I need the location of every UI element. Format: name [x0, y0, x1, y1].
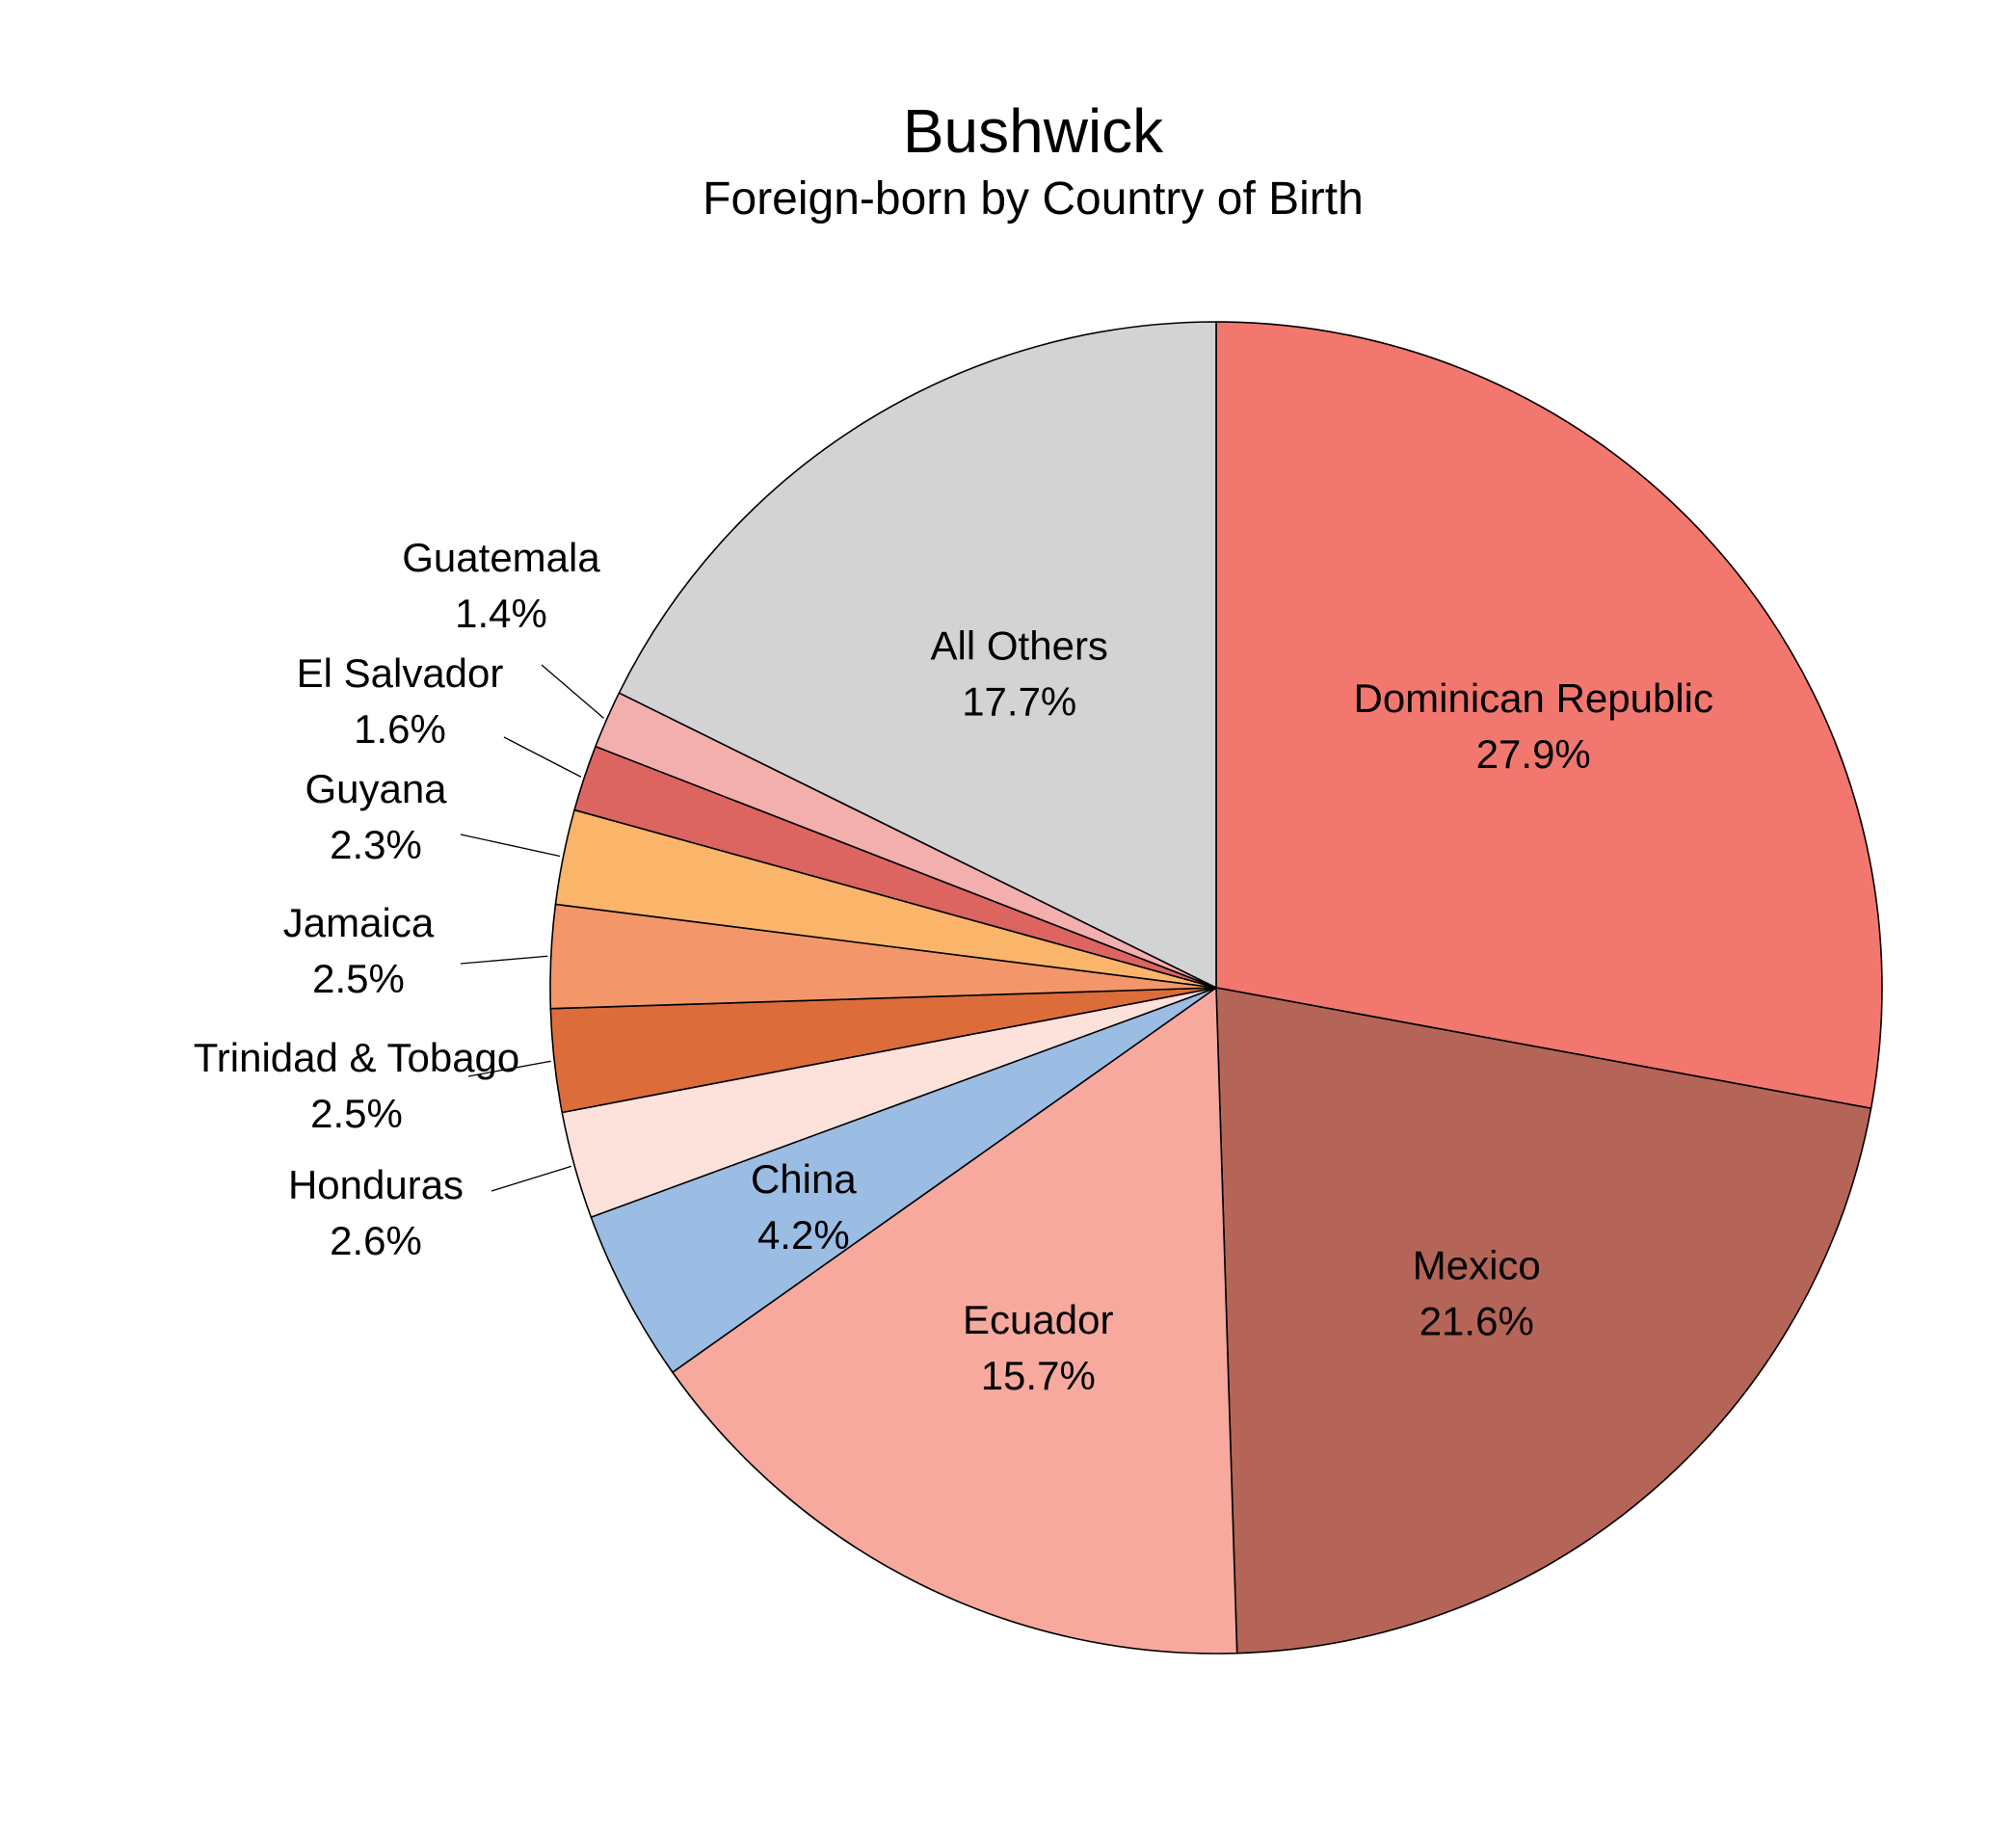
slice-value-label-guyana: 2.3%	[330, 822, 422, 867]
chart-subtitle: Foreign-born by Country of Birth	[703, 173, 1364, 225]
leader-line-guyana	[460, 834, 561, 858]
slice-label-el-salvador: El Salvador	[297, 650, 504, 696]
slice-label-trinidad-and-tobago: Trinidad & Tobago	[194, 1035, 520, 1080]
slice-label-mexico: Mexico	[1413, 1242, 1541, 1287]
slice-label-honduras: Honduras	[288, 1162, 464, 1207]
slice-value-label-china: 4.2%	[757, 1212, 850, 1258]
leader-lines	[460, 664, 604, 1192]
slice-value-label-all-others: 17.7%	[962, 678, 1076, 724]
pie-slices	[549, 321, 1883, 1655]
slice-value-label-dominican-republic: 27.9%	[1476, 731, 1591, 777]
pie-slice-dominican-republic	[1215, 321, 1883, 1110]
slice-value-label-ecuador: 15.7%	[981, 1353, 1096, 1398]
slice-label-guyana: Guyana	[305, 766, 447, 811]
leader-line-guatemala	[541, 664, 604, 719]
slice-label-guatemala: Guatemala	[402, 535, 600, 580]
pie-slice-mexico	[1215, 987, 1872, 1655]
leader-line-el-salvador	[503, 736, 582, 778]
pie-slice-all-others	[618, 321, 1217, 990]
pie-slice-ecuador	[671, 986, 1238, 1655]
leader-line-jamaica	[460, 955, 548, 965]
slice-label-china: China	[751, 1156, 857, 1202]
slice-label-jamaica: Jamaica	[283, 900, 435, 945]
slice-value-label-mexico: 21.6%	[1419, 1298, 1534, 1343]
slice-label-ecuador: Ecuador	[963, 1297, 1113, 1342]
slice-label-all-others: All Others	[931, 622, 1108, 668]
chart-title: Bushwick	[903, 96, 1164, 166]
slice-value-label-guatemala: 1.4%	[455, 591, 547, 636]
pie-slice-china	[590, 987, 1217, 1374]
leader-line-trinidad-and-tobago	[467, 1060, 551, 1077]
slice-value-label-el-salvador: 1.6%	[354, 706, 446, 752]
slice-value-label-jamaica: 2.5%	[312, 956, 405, 1001]
slice-label-dominican-republic: Dominican Republic	[1353, 675, 1713, 721]
slice-value-label-trinidad-and-tobago: 2.5%	[310, 1091, 403, 1136]
slice-labels: Dominican Republic 27.9% Mexico 21.6% Ecuado…	[194, 535, 1713, 1398]
leader-line-honduras	[491, 1165, 571, 1192]
slice-value-label-honduras: 2.6%	[330, 1218, 422, 1263]
